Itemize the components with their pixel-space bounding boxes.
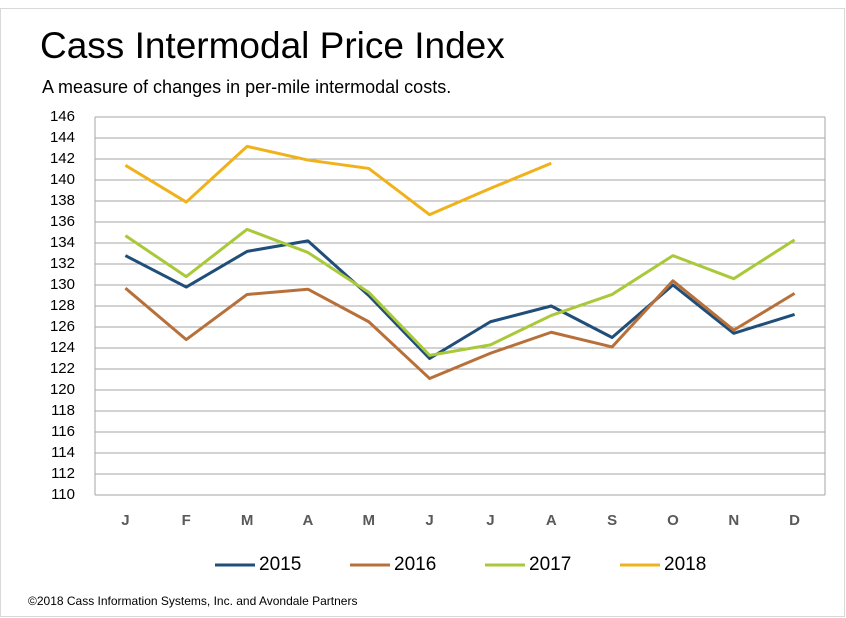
x-tick-label: A (546, 512, 557, 529)
y-tick-label: 144 (50, 129, 75, 146)
legend-label: 2018 (664, 554, 706, 575)
x-tick-label: S (607, 512, 617, 529)
x-tick-label: M (363, 512, 376, 529)
x-tick-label: F (182, 512, 191, 529)
series-line (124, 239, 796, 360)
x-tick-label: D (789, 512, 800, 529)
y-tick-label: 120 (50, 381, 75, 398)
y-tick-label: 118 (51, 402, 75, 419)
y-tick-label: 116 (51, 423, 75, 440)
y-tick-label: 124 (50, 339, 75, 356)
y-tick-label: 114 (51, 444, 75, 461)
series-line (124, 144, 552, 217)
x-tick-label: M (241, 512, 254, 529)
y-tick-label: 138 (50, 192, 75, 209)
frame (0, 8, 845, 617)
y-tick-label: 132 (50, 255, 75, 272)
series-line (124, 279, 796, 380)
y-tick-label: 112 (51, 465, 75, 482)
legend-label: 2016 (394, 554, 436, 575)
x-tick-label: J (486, 512, 494, 529)
y-tick-label: 136 (50, 213, 75, 230)
x-tick-label: N (728, 512, 739, 529)
y-tick-label: 142 (50, 150, 75, 167)
y-tick-label: 140 (50, 171, 75, 188)
y-tick-label: 122 (50, 360, 75, 377)
x-tick-label: J (425, 512, 433, 529)
source-note: ©2018 Cass Information Systems, Inc. and… (28, 594, 357, 608)
y-tick-label: 130 (50, 276, 75, 293)
y-tick-label: 128 (50, 297, 75, 314)
x-tick-label: J (121, 512, 129, 529)
y-tick-label: 134 (50, 234, 75, 251)
y-tick-label: 110 (51, 486, 75, 503)
legend-label: 2017 (529, 554, 571, 575)
series-line (124, 227, 796, 357)
chart-title: Cass Intermodal Price Index (40, 25, 505, 66)
x-tick-label: O (667, 512, 679, 529)
y-tick-label: 126 (50, 318, 75, 335)
legend-label: 2015 (259, 554, 301, 575)
chart-subtitle: A measure of changes in per-mile intermo… (42, 77, 451, 97)
x-tick-label: A (302, 512, 313, 529)
y-tick-label: 146 (50, 108, 75, 125)
